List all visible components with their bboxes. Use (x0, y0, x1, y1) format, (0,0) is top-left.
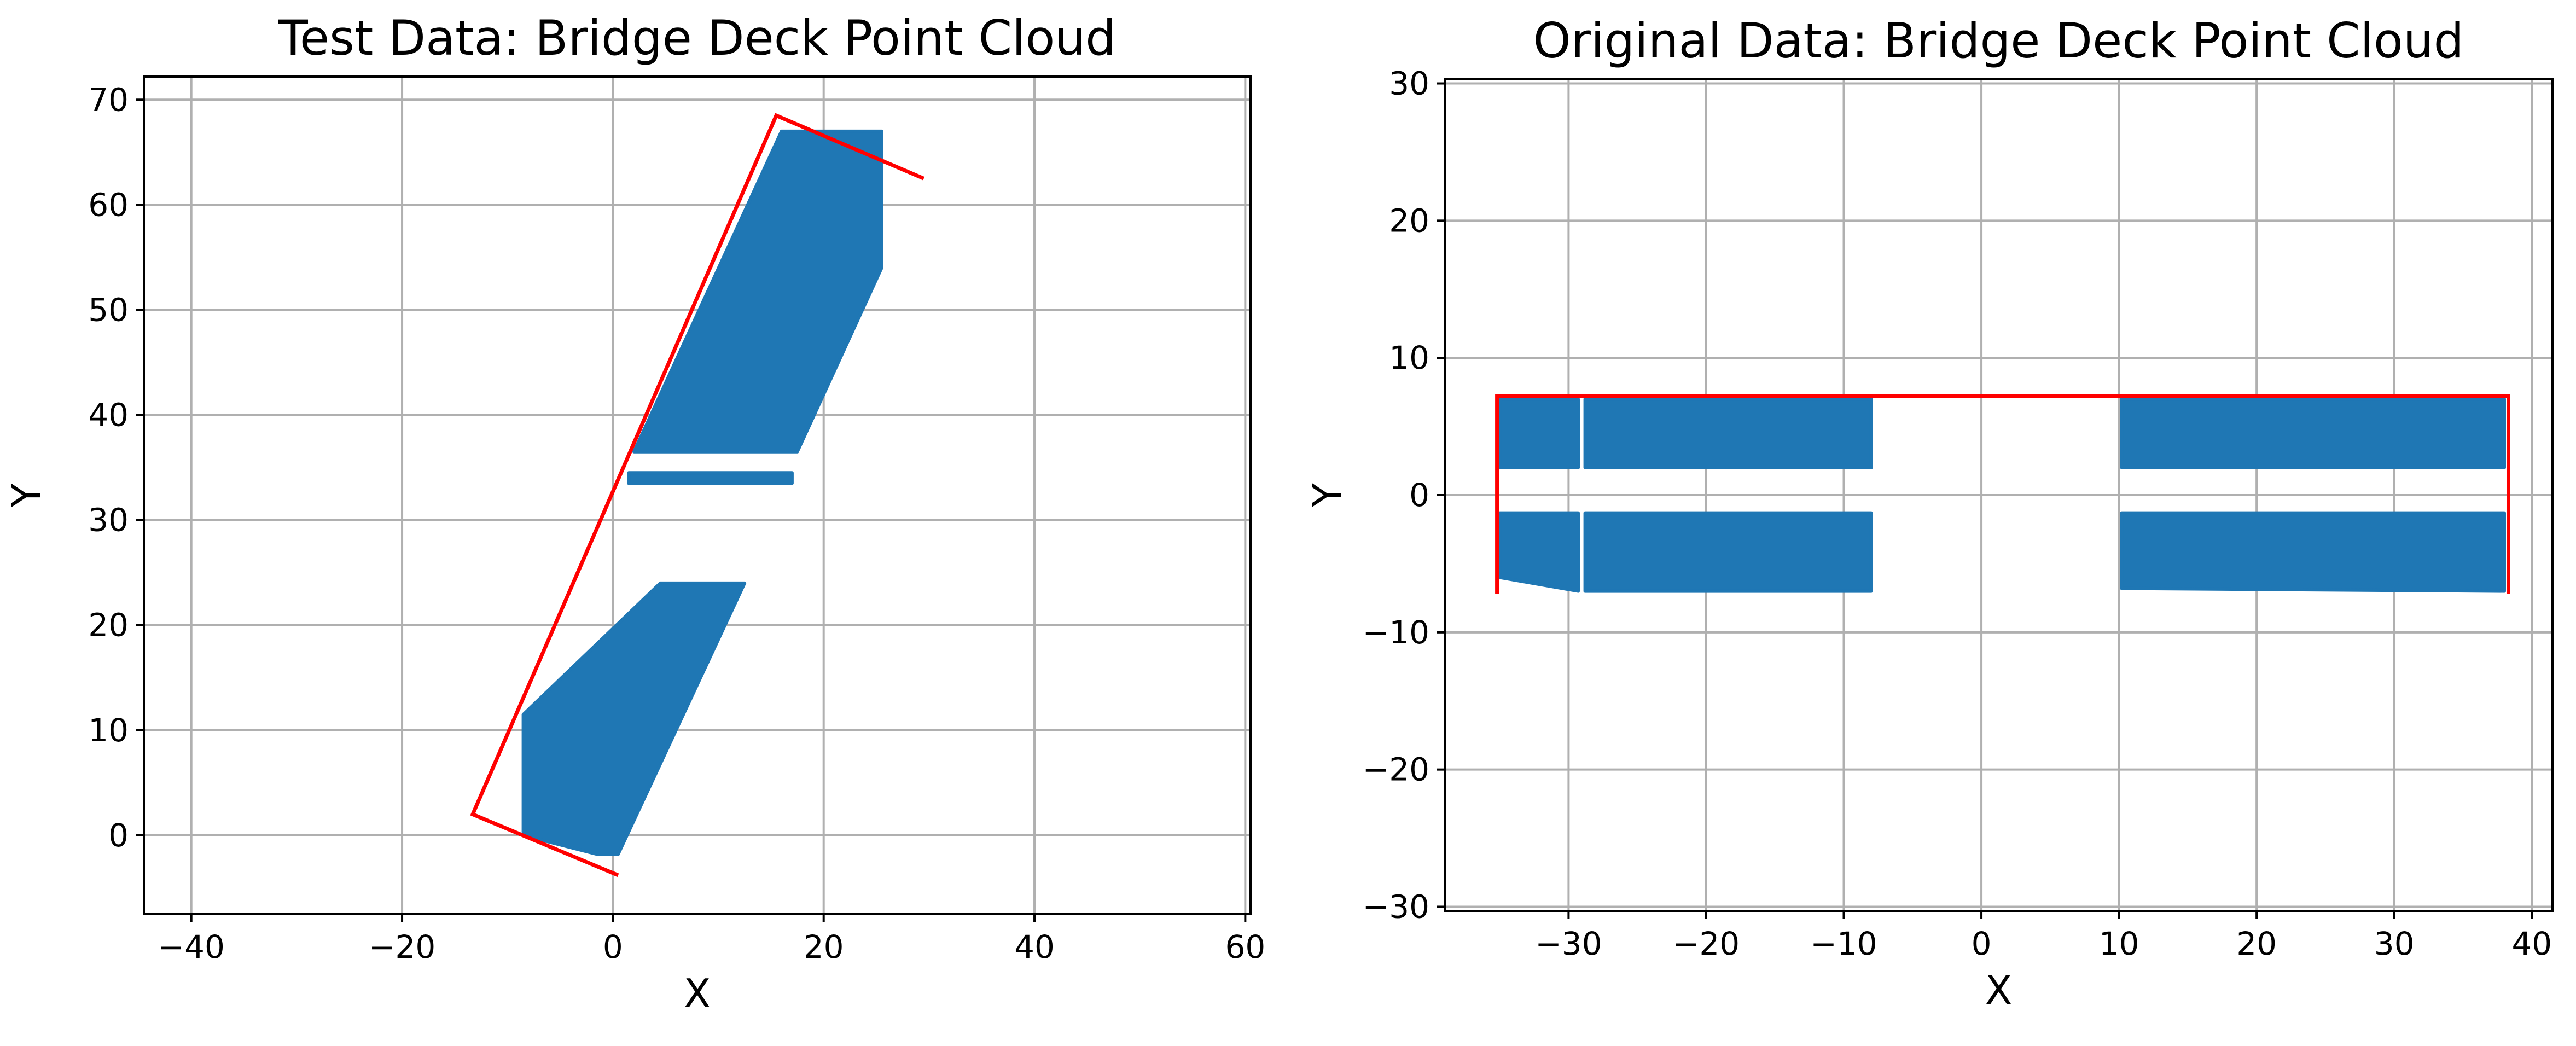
point-cloud-region (1583, 511, 1873, 593)
y-tick-label: 30 (1389, 65, 1429, 102)
point-cloud-region (2120, 511, 2506, 593)
subplot-original-data: −30 −20 −10 0 10 20 30 40 −30 −20 −10 0 10 20 30 Origi… (1304, 13, 2554, 1013)
x-tick-label: −30 (1535, 925, 1602, 962)
x-tick-label: −10 (1810, 925, 1877, 962)
y-tick-label: −20 (1363, 751, 1429, 788)
boundary-line (1495, 394, 2510, 594)
x-tick-label: −40 (158, 928, 224, 966)
x-axis-label: X (684, 971, 711, 1016)
y-tick-label: 50 (88, 291, 129, 328)
point-cloud-region (1498, 511, 1580, 593)
x-tick-label: −20 (1673, 925, 1740, 962)
point-cloud (1498, 397, 2506, 593)
point-cloud-region (1583, 397, 1873, 469)
point-cloud-region (1498, 397, 1580, 469)
y-tick-label: 20 (88, 607, 129, 644)
x-tick-label: 20 (2236, 925, 2277, 962)
boundary-line (470, 113, 925, 878)
subplot-test-data: −40 −20 0 20 40 60 0 10 20 30 40 50 60 70 Test Data: … (3, 10, 1265, 1016)
y-tick-label: 0 (108, 817, 129, 854)
chart-title: Test Data: Bridge Deck Point Cloud (278, 10, 1116, 66)
x-tick-label: 0 (603, 928, 623, 966)
y-tick-label: 20 (1389, 202, 1429, 239)
y-tick-label: 40 (88, 397, 129, 434)
x-tick-label: 0 (1972, 925, 1992, 962)
axes-frame (143, 75, 1252, 915)
y-tick-label: 10 (88, 712, 129, 749)
y-axis-label: Y (3, 483, 49, 508)
y-tick-label: 70 (88, 81, 129, 118)
x-tick-label: 20 (804, 928, 844, 966)
x-tick-label: −20 (369, 928, 435, 966)
x-tick-label: 60 (1225, 928, 1265, 966)
ticks: −40 −20 0 20 40 60 0 10 20 30 40 50 60 70 (88, 81, 1265, 966)
x-tick-label: 40 (1014, 928, 1055, 966)
point-cloud (521, 129, 883, 856)
grid (1445, 79, 2552, 911)
chart-title: Original Data: Bridge Deck Point Cloud (1533, 13, 2464, 69)
x-tick-label: 10 (2099, 925, 2139, 962)
y-axis-label: Y (1304, 483, 1350, 508)
y-tick-label: 10 (1389, 339, 1429, 376)
point-cloud-region (627, 471, 794, 485)
y-tick-label: −10 (1363, 614, 1429, 651)
y-tick-label: 30 (88, 502, 129, 539)
x-tick-label: 30 (2374, 925, 2415, 962)
point-cloud-region (2120, 397, 2506, 469)
y-tick-label: 0 (1409, 476, 1429, 514)
ticks: −30 −20 −10 0 10 20 30 40 −30 −20 −10 0 10 20 30 (1363, 65, 2552, 962)
y-tick-label: −30 (1363, 888, 1429, 925)
x-axis-label: X (1985, 967, 2012, 1013)
point-cloud-region (632, 129, 883, 454)
y-tick-label: 60 (88, 186, 129, 223)
x-tick-label: 40 (2511, 925, 2552, 962)
